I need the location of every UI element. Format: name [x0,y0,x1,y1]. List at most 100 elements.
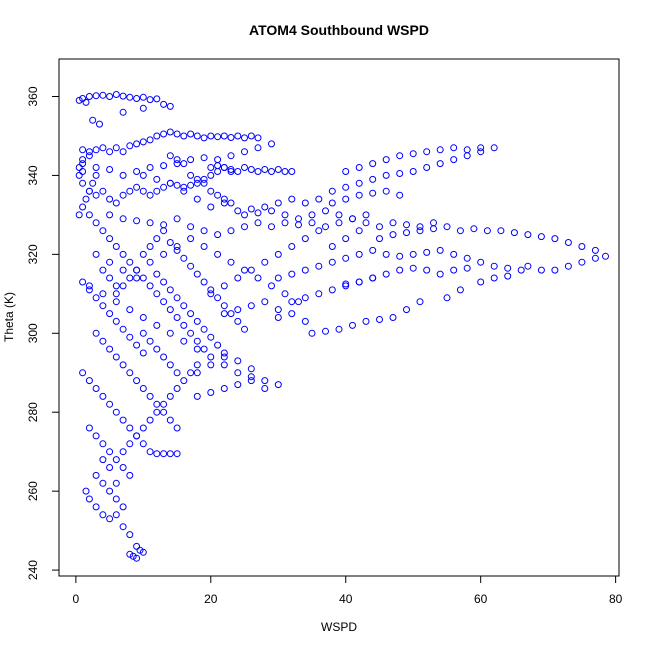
data-point [207,164,215,171]
chart-title: ATOM4 Southbound WSPD [249,22,429,38]
data-point [92,164,100,171]
data-point [92,191,100,199]
data-point [119,361,127,369]
data-points-layer [75,91,609,562]
data-point [173,450,181,458]
data-point [295,298,302,306]
data-point [227,310,235,318]
data-point [139,329,147,337]
data-point [153,290,161,298]
data-point [193,361,201,369]
data-point [220,353,228,361]
data-point [261,166,269,173]
data-point [403,221,410,229]
data-point [180,187,188,195]
data-point [261,258,269,266]
data-point [355,278,363,286]
data-point [133,140,141,148]
data-point [153,95,161,103]
data-point [133,183,141,191]
data-point [591,246,599,254]
data-point [524,231,532,239]
data-point [153,450,161,458]
data-point [322,223,329,231]
data-point [180,132,188,140]
data-point [315,290,323,298]
y-tick-label: 360 [26,86,40,106]
data-point [166,450,174,458]
data-point [355,250,363,258]
data-point [99,91,107,99]
data-point [106,166,114,173]
data-point [92,432,100,440]
data-point [166,152,174,160]
data-point [564,239,572,246]
data-point [139,424,147,432]
data-point [369,175,377,183]
data-point [99,479,107,487]
data-point [308,219,316,227]
data-point [463,264,471,272]
data-point [227,199,235,207]
data-point [450,144,458,152]
data-point [409,168,417,175]
x-tick-label: 0 [73,592,80,606]
data-point [241,211,248,219]
data-point [119,282,127,290]
data-point [227,227,235,235]
data-point [126,306,134,314]
data-point [578,258,586,266]
data-point [99,302,107,310]
data-point [214,133,222,141]
data-point [564,262,572,270]
data-point [234,207,242,215]
data-point [146,164,154,171]
data-point [207,171,215,179]
data-point [99,440,107,448]
data-point [160,408,168,416]
data-point [173,314,181,321]
data-point [173,246,181,254]
data-point [227,168,235,175]
data-point [160,250,168,258]
data-point [112,144,120,152]
data-point [119,250,127,258]
data-point [369,160,377,168]
data-point [166,361,174,369]
data-point [106,464,114,471]
data-point [288,310,296,318]
data-point [166,128,174,136]
data-point [200,134,208,142]
data-point [409,264,417,272]
data-point [247,373,255,381]
data-point [234,381,242,389]
data-point [139,104,147,112]
data-point [430,225,437,233]
data-point [133,377,141,385]
data-point [436,270,444,278]
data-point [301,235,309,243]
data-point [160,353,168,361]
data-point [200,278,208,286]
data-point [79,146,87,154]
data-point [173,424,181,432]
data-point [261,385,269,392]
data-point [92,329,100,337]
data-point [139,314,147,321]
data-point [254,144,262,152]
x-axis: 0 20 40 60 80 [73,575,623,606]
data-point [166,329,174,337]
data-point [180,183,188,191]
data-point [369,189,377,197]
data-point [490,144,498,152]
data-point [106,148,114,156]
data-point [173,369,181,377]
data-point [328,286,336,294]
data-point [92,385,100,392]
data-point [119,108,127,116]
data-point [268,140,275,148]
data-point [92,471,100,479]
data-point [301,266,309,274]
data-point [146,219,154,227]
data-point [389,219,397,227]
